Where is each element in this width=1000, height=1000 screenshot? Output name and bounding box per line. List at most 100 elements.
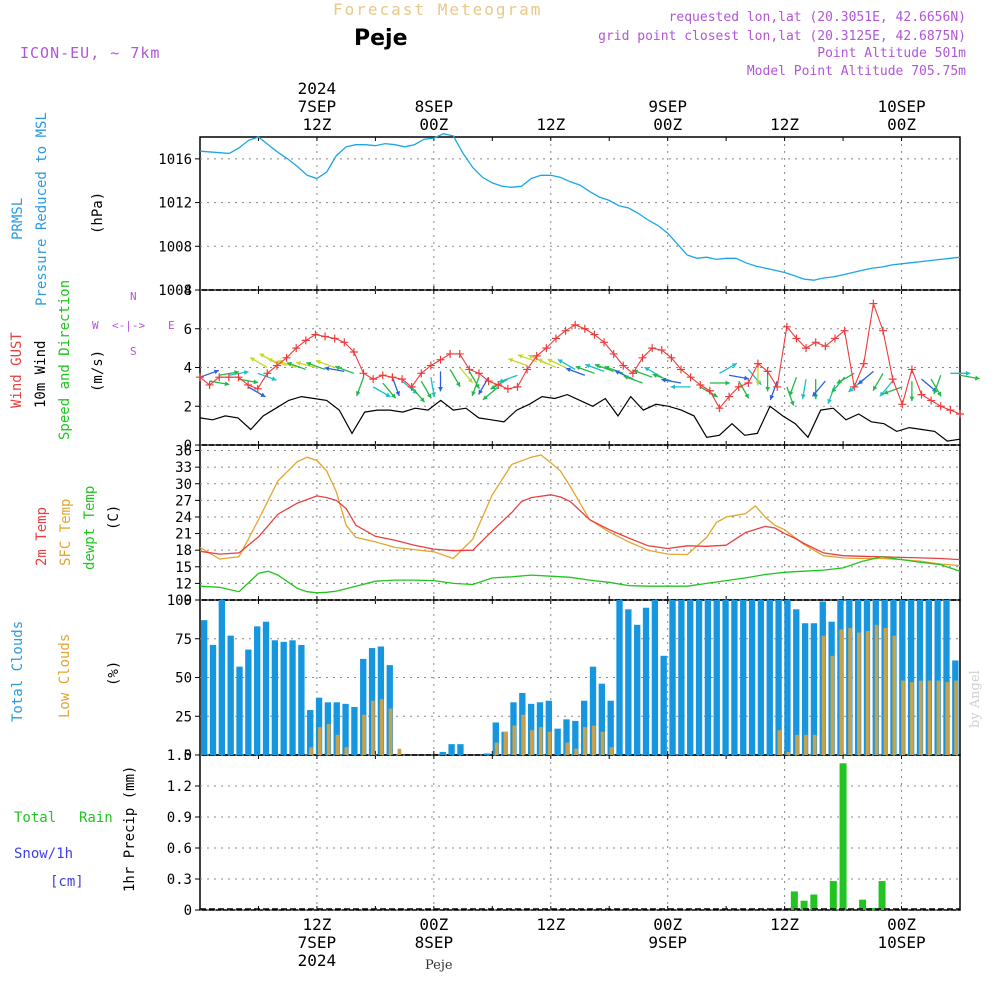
wind-arrow-head bbox=[575, 365, 581, 371]
wind-arrow-head bbox=[335, 365, 341, 371]
temp-dewpt-label: dewpt Temp bbox=[82, 485, 98, 570]
low-cloud-bar bbox=[565, 742, 570, 755]
wind-ytick-label: 2 bbox=[184, 399, 192, 415]
total-cloud-bar bbox=[616, 600, 623, 755]
total-cloud-bar bbox=[483, 753, 491, 755]
total-cloud-bar bbox=[687, 600, 694, 755]
total-cloud-bar bbox=[439, 751, 446, 755]
wind-gust-marker bbox=[359, 369, 368, 378]
sfc-temp-line bbox=[199, 454, 961, 567]
wind-arrow-head bbox=[848, 387, 854, 392]
model-altitude: Model Point Altitude 705.75m bbox=[746, 64, 966, 79]
wind-ytick-label: 0 bbox=[184, 438, 192, 454]
rain-bar bbox=[829, 881, 837, 910]
low-cloud-bar bbox=[388, 708, 393, 755]
total-cloud-bar bbox=[925, 600, 932, 755]
wind-arrow-head bbox=[873, 385, 878, 391]
temp-ytick-label: 15 bbox=[175, 560, 192, 576]
rain-bar bbox=[878, 881, 886, 910]
low-cloud-bar bbox=[777, 730, 782, 755]
wind-gust-marker bbox=[590, 330, 599, 339]
wind-arrow-head bbox=[467, 377, 473, 383]
watermark: by Angel bbox=[968, 670, 983, 728]
wind-gust-marker bbox=[792, 334, 801, 343]
rain-bar bbox=[868, 907, 876, 910]
precip-ytick-label: 1.5 bbox=[167, 748, 192, 764]
wind-gust-marker bbox=[474, 369, 483, 378]
wind-gust-marker bbox=[272, 361, 281, 370]
station-name: Peje bbox=[354, 26, 408, 51]
wind-gust-marker bbox=[715, 404, 724, 413]
wind-gust-marker bbox=[811, 338, 820, 347]
pressure-ytick-label: 1016 bbox=[158, 152, 192, 168]
wind-arrow-head bbox=[557, 359, 563, 364]
temp-ytick-label: 36 bbox=[175, 444, 192, 460]
total-cloud-bar bbox=[907, 600, 915, 755]
wind-arrow-head bbox=[482, 395, 488, 400]
top-time-label: 2024 bbox=[298, 79, 337, 98]
low-cloud-bar bbox=[954, 680, 958, 755]
wind-arrow-head bbox=[614, 370, 620, 375]
wind-gust-marker bbox=[494, 380, 503, 389]
footer-station: Peje bbox=[425, 958, 453, 973]
wind-gust-marker bbox=[946, 406, 955, 415]
total-cloud-bar bbox=[793, 609, 800, 755]
wind-gust-marker bbox=[696, 380, 705, 389]
wind-gust-marker bbox=[484, 377, 493, 386]
total-cloud-bar bbox=[448, 744, 455, 755]
cloud-ytick-label: 75 bbox=[175, 632, 192, 648]
wind-arrow-head bbox=[528, 354, 534, 360]
top-time-label: 7SEP bbox=[298, 97, 337, 116]
total-cloud-bar bbox=[669, 600, 676, 755]
wind-gust-marker bbox=[571, 320, 580, 329]
compass-north: N bbox=[130, 290, 137, 303]
total-cloud-bar bbox=[943, 600, 950, 755]
top-time-label: 12Z bbox=[536, 115, 565, 134]
total-cloud-bar bbox=[801, 623, 809, 755]
wind-ytick-label: 4 bbox=[184, 361, 192, 377]
wind-arrow-head bbox=[267, 357, 273, 363]
total-cloud-bar bbox=[660, 655, 667, 755]
wind-arrow-head bbox=[974, 375, 980, 381]
wind-ytick-label: 8 bbox=[184, 283, 192, 299]
pressure-label-prmsl: PRMSL bbox=[10, 197, 26, 240]
total-cloud-bar bbox=[916, 600, 924, 755]
pressure-line bbox=[199, 133, 961, 281]
wind-gust-marker bbox=[782, 322, 791, 331]
wind-gust-marker bbox=[446, 349, 455, 358]
top-time-label: 00Z bbox=[653, 115, 682, 134]
low-cloud-bar bbox=[309, 747, 313, 755]
low-cloud-bar bbox=[574, 748, 578, 755]
top-time-label: 10SEP bbox=[877, 97, 925, 116]
wind-arrow-head bbox=[644, 367, 650, 372]
wind-gust-marker bbox=[600, 338, 609, 347]
precip-axis-label: 1hr Precip (mm) bbox=[122, 765, 138, 892]
wind-gust-marker bbox=[465, 365, 474, 374]
top-time-label: 00Z bbox=[419, 115, 448, 134]
wind-gust-marker bbox=[773, 382, 782, 391]
low-cloud-bar bbox=[945, 682, 950, 755]
wind-gust-marker bbox=[417, 369, 426, 378]
wind-arrow-head bbox=[788, 391, 794, 396]
panel-frame-pressure bbox=[199, 136, 961, 291]
low-cloud-bar bbox=[883, 627, 888, 755]
compass-south: S bbox=[130, 345, 137, 358]
wind-gust-marker bbox=[349, 348, 358, 356]
wind-arrow-head bbox=[755, 381, 761, 386]
wind-gust-marker bbox=[638, 353, 647, 362]
wind-gust-marker bbox=[850, 382, 859, 391]
temp-ytick-label: 12 bbox=[175, 576, 192, 592]
total-cloud-bar bbox=[492, 722, 499, 755]
wind-gust-marker bbox=[388, 373, 397, 382]
low-cloud-bar bbox=[600, 731, 605, 755]
wind-arrow-head bbox=[324, 366, 330, 372]
precip-rain-label: Rain bbox=[79, 810, 113, 826]
wind-arrow-head bbox=[585, 363, 591, 369]
low-cloud-bar bbox=[804, 734, 808, 755]
wind-gust-marker bbox=[407, 382, 416, 391]
wind-gust-marker bbox=[532, 351, 541, 360]
temp-ytick-label: 30 bbox=[175, 477, 192, 493]
wind-gust-marker bbox=[907, 365, 916, 374]
wind-arrow-head bbox=[306, 361, 312, 367]
pressure-ytick-label: 1004 bbox=[158, 283, 192, 299]
